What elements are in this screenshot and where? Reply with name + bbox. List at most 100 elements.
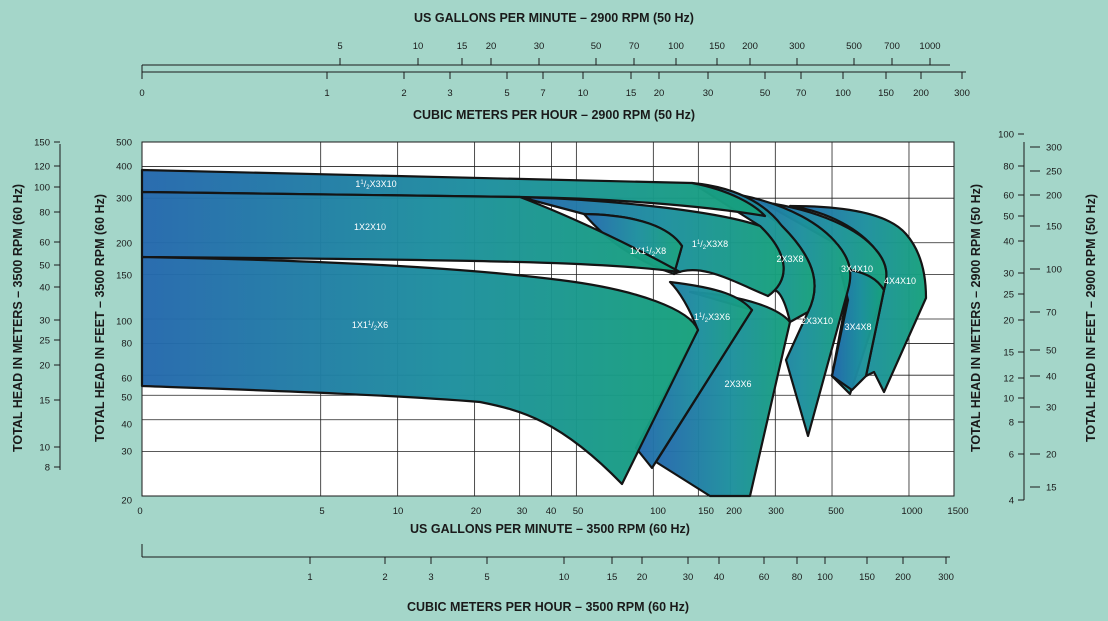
m3h-60-tick-10: 10 (559, 572, 570, 583)
m3h-50-tick-200: 200 (913, 88, 929, 99)
feet-60-tick-300: 300 (116, 194, 132, 205)
gpm-50-tick-20: 20 (486, 41, 497, 52)
gpm-60-tick-20: 20 (471, 506, 482, 517)
label-fraction-den: 2 (366, 185, 370, 191)
m3h-60-tick-5: 5 (484, 572, 489, 583)
m3h-50-tick-5: 5 (504, 88, 509, 99)
label-fraction-num: 1 (699, 313, 703, 319)
label-fraction-num: 1 (368, 321, 372, 327)
gpm-50-tick-500: 500 (846, 41, 862, 52)
feet-60-tick-50: 50 (121, 393, 132, 404)
meters-50-tick-50: 50 (1003, 212, 1014, 223)
m3h-60-tick-200: 200 (895, 572, 911, 583)
m3h-50-tick-70: 70 (796, 88, 807, 99)
feet-50-tick-70: 70 (1046, 308, 1057, 319)
bottom-gpm-axis-title: US GALLONS PER MINUTE – 3500 RPM (60 Hz) (410, 522, 690, 536)
meters-60-tick-8: 8 (45, 463, 50, 474)
label-part: 1 (692, 239, 697, 249)
feet-50-tick-200: 200 (1046, 191, 1062, 202)
meters-60-tick-50: 50 (39, 261, 50, 272)
meters-50-tick-8: 8 (1009, 418, 1014, 429)
meters-60-tick-25: 25 (39, 336, 50, 347)
meters-50-tick-10: 10 (1003, 394, 1014, 405)
m3h-60-tick-20: 20 (637, 572, 648, 583)
m3h-50-tick-15: 15 (626, 88, 637, 99)
gpm-50-tick-200: 200 (742, 41, 758, 52)
label-4x4x10: 4X4X10 (884, 276, 916, 286)
label-1-x3x6: 11/2X3X6 (694, 312, 730, 324)
left-feet-axis-title: TOTAL HEAD IN FEET – 3500 RPM (60 Hz) (93, 194, 107, 442)
gpm-60-tick-30: 30 (517, 506, 528, 517)
axis-lines (59, 64, 1025, 558)
right-feet-axis-title: TOTAL HEAD IN FEET – 2900 RPM (50 Hz) (1084, 194, 1098, 442)
label-fraction-slash: / (371, 320, 374, 330)
label-fraction-num: 1 (646, 247, 650, 253)
m3h-60-tick-80: 80 (792, 572, 803, 583)
label-1x2x10: 1X2X10 (354, 222, 386, 232)
label-part: X3X8 (706, 239, 728, 249)
label-1-x3x8: 11/2X3X8 (692, 239, 728, 251)
label-fraction-den: 2 (374, 326, 378, 332)
feet-50-tick-15: 15 (1046, 483, 1057, 494)
bottom-m3h-axis-title: CUBIC METERS PER HOUR – 3500 RPM (60 Hz) (407, 600, 689, 614)
label-fraction-slash: / (700, 239, 703, 249)
gpm-60-tick-300: 300 (768, 506, 784, 517)
meters-60-tick-10: 10 (39, 443, 50, 454)
gpm-50-tick-15: 15 (457, 41, 468, 52)
pump-region-labels: 1X11/2X61X2X1011/2X3X101X11/2X811/2X3X81… (352, 179, 916, 389)
gpm-60-tick-150: 150 (698, 506, 714, 517)
label-part: 1 (355, 179, 360, 189)
meters-50-tick-4: 4 (1009, 496, 1014, 507)
meters-60-tick-100: 100 (34, 183, 50, 194)
meters-60-tick-20: 20 (39, 361, 50, 372)
label-2x3x8: 2X3X8 (776, 254, 803, 264)
label-fraction-num: 1 (697, 240, 701, 246)
meters-50-tick-20: 20 (1003, 316, 1014, 327)
label-fraction-den: 2 (705, 318, 709, 324)
label-fraction-num: 1 (360, 180, 364, 186)
feet-60-tick-400: 400 (116, 162, 132, 173)
feet-50-tick-150: 150 (1046, 222, 1062, 233)
pump-region-1x1-x6 (140, 255, 700, 486)
feet-60-tick-60: 60 (121, 374, 132, 385)
label-2x3x10: 2X3X10 (801, 316, 833, 326)
label-3x4x8: 3X4X8 (844, 322, 871, 332)
feet-60-tick-100: 100 (116, 317, 132, 328)
meters-50-tick-12: 12 (1003, 374, 1014, 385)
m3h-50-tick-150: 150 (878, 88, 894, 99)
m3h-60-tick-1: 1 (307, 572, 312, 583)
pump-region-3x4x8 (830, 266, 886, 392)
label-fraction-slash: / (649, 246, 652, 256)
m3h-60-tick-300: 300 (938, 572, 954, 583)
m3h-50-tick-3: 3 (447, 88, 452, 99)
feet-50-tick-50: 50 (1046, 346, 1057, 357)
gpm-50-tick-150: 150 (709, 41, 725, 52)
feet-50-tick-20: 20 (1046, 450, 1057, 461)
label-part: X8 (655, 246, 666, 256)
feet-60-tick-200: 200 (116, 239, 132, 250)
m3h-60-tick-2: 2 (382, 572, 387, 583)
label-part: X6 (377, 320, 388, 330)
m3h-50-tick-50: 50 (760, 88, 771, 99)
label-1-x3x10: 11/2X3X10 (355, 179, 396, 191)
feet-50-tick-30: 30 (1046, 403, 1057, 414)
gpm-50-tick-70: 70 (629, 41, 640, 52)
meters-60-tick-80: 80 (39, 208, 50, 219)
m3h-60-tick-100: 100 (817, 572, 833, 583)
meters-50-tick-25: 25 (1003, 290, 1014, 301)
gpm-60-tick-1000: 1000 (901, 506, 922, 517)
gpm-60-tick-5: 5 (319, 506, 324, 517)
label-part: 1 (694, 312, 699, 322)
label-2x3x6: 2X3X6 (724, 379, 751, 389)
meters-60-tick-120: 120 (34, 162, 50, 173)
gpm-60-tick-500: 500 (828, 506, 844, 517)
m3h-50-tick-100: 100 (835, 88, 851, 99)
meters-60-tick-40: 40 (39, 283, 50, 294)
pump-regions (140, 168, 928, 498)
gpm-50-tick-30: 30 (534, 41, 545, 52)
pump-region-1-x3x6 (634, 280, 754, 470)
gpm-50-tick-700: 700 (884, 41, 900, 52)
gpm-60-tick-100: 100 (650, 506, 666, 517)
m3h-50-tick-30: 30 (703, 88, 714, 99)
